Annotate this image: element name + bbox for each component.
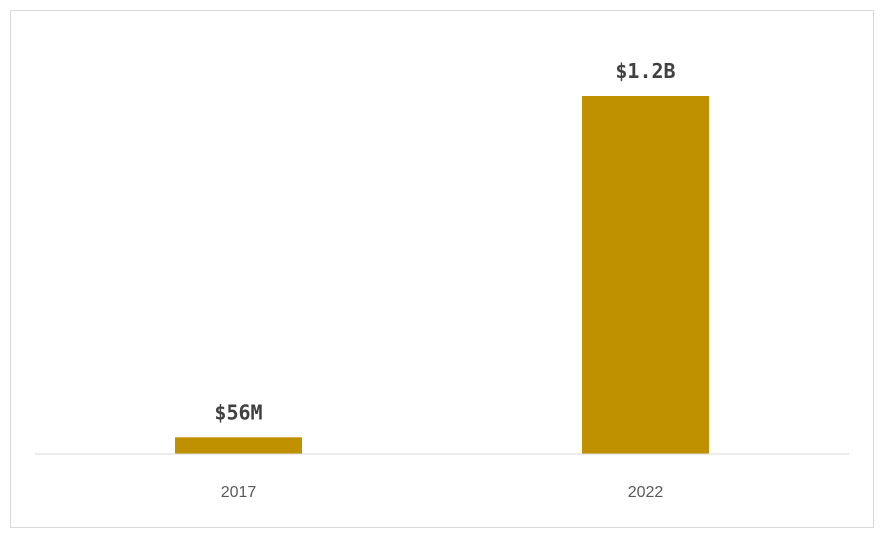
x-tick-label-2017: 2017 [221, 484, 257, 501]
bar-2017 [175, 437, 302, 454]
labels-group: $56M 2017 $1.2B 2022 [214, 59, 675, 501]
x-tick-label-2022: 2022 [628, 484, 664, 501]
bars-group [175, 96, 709, 454]
data-label-2022: $1.2B [615, 59, 675, 83]
data-label-2017: $56M [214, 400, 262, 424]
bar-2022 [582, 96, 709, 454]
chart-frame [10, 10, 874, 528]
